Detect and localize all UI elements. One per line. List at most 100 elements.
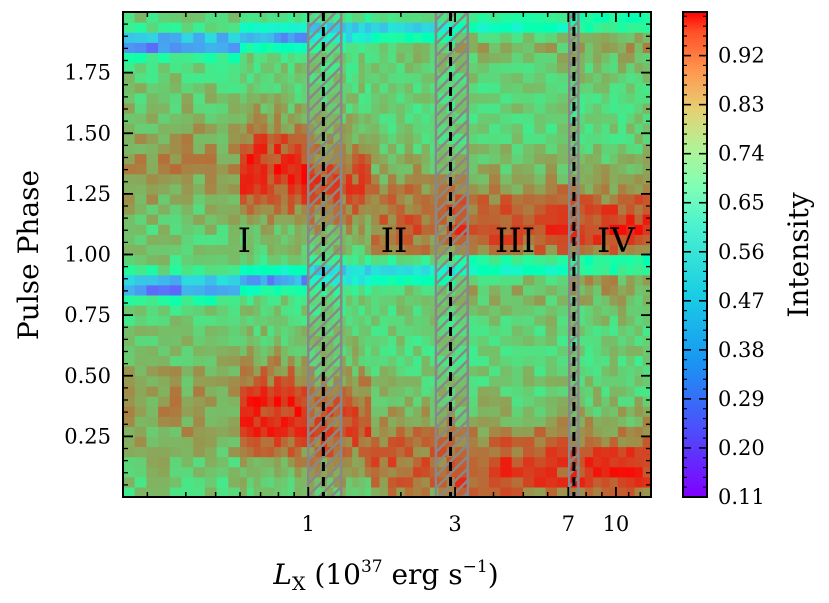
heatmap-cell (466, 456, 479, 468)
heatmap-cell (204, 234, 218, 245)
heatmap-cell (634, 365, 644, 377)
heatmap-cell (274, 113, 282, 124)
heatmap-cell (267, 204, 275, 215)
transition-bands (306, 12, 580, 497)
heatmap-cell (545, 335, 558, 346)
heatmap-cell (169, 476, 183, 488)
heatmap-cell (358, 396, 366, 407)
heatmap-cell (371, 436, 381, 448)
heatmap-cell (364, 345, 372, 357)
heatmap-cell (387, 325, 397, 336)
heatmap-cell (228, 426, 241, 437)
heatmap-cell (240, 264, 248, 276)
heatmap-cell (413, 274, 423, 286)
heatmap-cell (228, 193, 241, 205)
heatmap-cell (642, 355, 651, 367)
heatmap-cell (396, 345, 406, 357)
heatmap-cell (396, 123, 406, 134)
heatmap-cell (421, 305, 431, 316)
heatmap-cell (352, 365, 360, 377)
heatmap-cell (642, 52, 651, 64)
heatmap-cell (421, 446, 431, 458)
heatmap-cell (371, 173, 381, 185)
heatmap-cell (253, 375, 261, 387)
heatmap-cell (523, 426, 535, 437)
heatmap-cell (301, 345, 309, 357)
heatmap-cell (228, 153, 241, 165)
heatmap-cell (228, 456, 241, 468)
heatmap-cell (545, 274, 558, 286)
heatmap-cell (339, 143, 347, 155)
heatmap-cell (287, 456, 296, 468)
colorbar-tick-label: 0.38 (718, 338, 765, 362)
heatmap-cell (387, 426, 397, 437)
heatmap-cell (413, 476, 423, 488)
heatmap-cell (294, 396, 302, 407)
heatmap-cell (477, 123, 490, 134)
heatmap-cell (466, 416, 479, 427)
heatmap-cell (557, 123, 569, 134)
heatmap-cell (545, 426, 558, 437)
heatmap-cell (576, 406, 586, 417)
heatmap-cell (642, 274, 651, 286)
heatmap-cell (466, 325, 479, 336)
heatmap-cell (123, 284, 136, 296)
heatmap-cell (511, 335, 524, 346)
heatmap-cell (477, 113, 490, 124)
heatmap-cell (500, 32, 513, 43)
heatmap-cell (371, 42, 381, 53)
heatmap-cell (601, 446, 611, 458)
heatmap-cell (158, 446, 171, 458)
heatmap-cell (576, 426, 586, 437)
heatmap-cell (626, 204, 636, 215)
heatmap-cell (267, 193, 275, 205)
heatmap-cell (352, 416, 360, 427)
heatmap-cell (134, 315, 147, 326)
heatmap-cell (500, 82, 513, 94)
heatmap-cell (158, 153, 171, 165)
heatmap-cell (287, 294, 296, 306)
heatmap-cell (358, 72, 366, 84)
heatmap-cell (364, 234, 372, 245)
heatmap-cell (287, 274, 296, 286)
heatmap-cell (477, 375, 490, 387)
heatmap-cell (240, 214, 248, 225)
heatmap-cell (500, 183, 513, 195)
heatmap-cell (379, 224, 389, 235)
heatmap-cell (358, 385, 366, 397)
heatmap-cell (260, 426, 268, 437)
heatmap-cell (287, 446, 296, 458)
heatmap-cell (216, 486, 229, 497)
heatmap-cell (240, 284, 248, 296)
heatmap-cell (134, 345, 147, 357)
heatmap-cell (379, 456, 389, 468)
heatmap-cell (576, 82, 586, 94)
heatmap-cell (123, 294, 136, 306)
heatmap-cell (642, 264, 651, 276)
heatmap-cell (280, 92, 289, 104)
heatmap-cell (489, 416, 501, 427)
heatmap-cell (534, 325, 547, 336)
heatmap-cell (413, 143, 423, 155)
heatmap-cell (204, 92, 218, 104)
heatmap-cell (123, 355, 136, 367)
heatmap-cell (387, 244, 397, 256)
heatmap-cell (228, 72, 241, 84)
heatmap-cell (216, 456, 229, 468)
heatmap-cell (609, 375, 619, 387)
heatmap-cell (511, 416, 524, 427)
heatmap-cell (339, 456, 347, 468)
heatmap-cell (609, 12, 619, 23)
heatmap-cell (429, 406, 439, 417)
heatmap-cell (477, 476, 490, 488)
heatmap-cell (584, 82, 594, 94)
heatmap-cell (404, 183, 414, 195)
heatmap-cell (134, 113, 147, 124)
heatmap-cell (345, 446, 353, 458)
heatmap-cell (523, 62, 535, 74)
heatmap-cell (253, 102, 261, 114)
heatmap-cell (593, 355, 602, 367)
heatmap-cell (379, 416, 389, 427)
heatmap-cell (379, 284, 389, 296)
heatmap-cell (593, 102, 602, 114)
